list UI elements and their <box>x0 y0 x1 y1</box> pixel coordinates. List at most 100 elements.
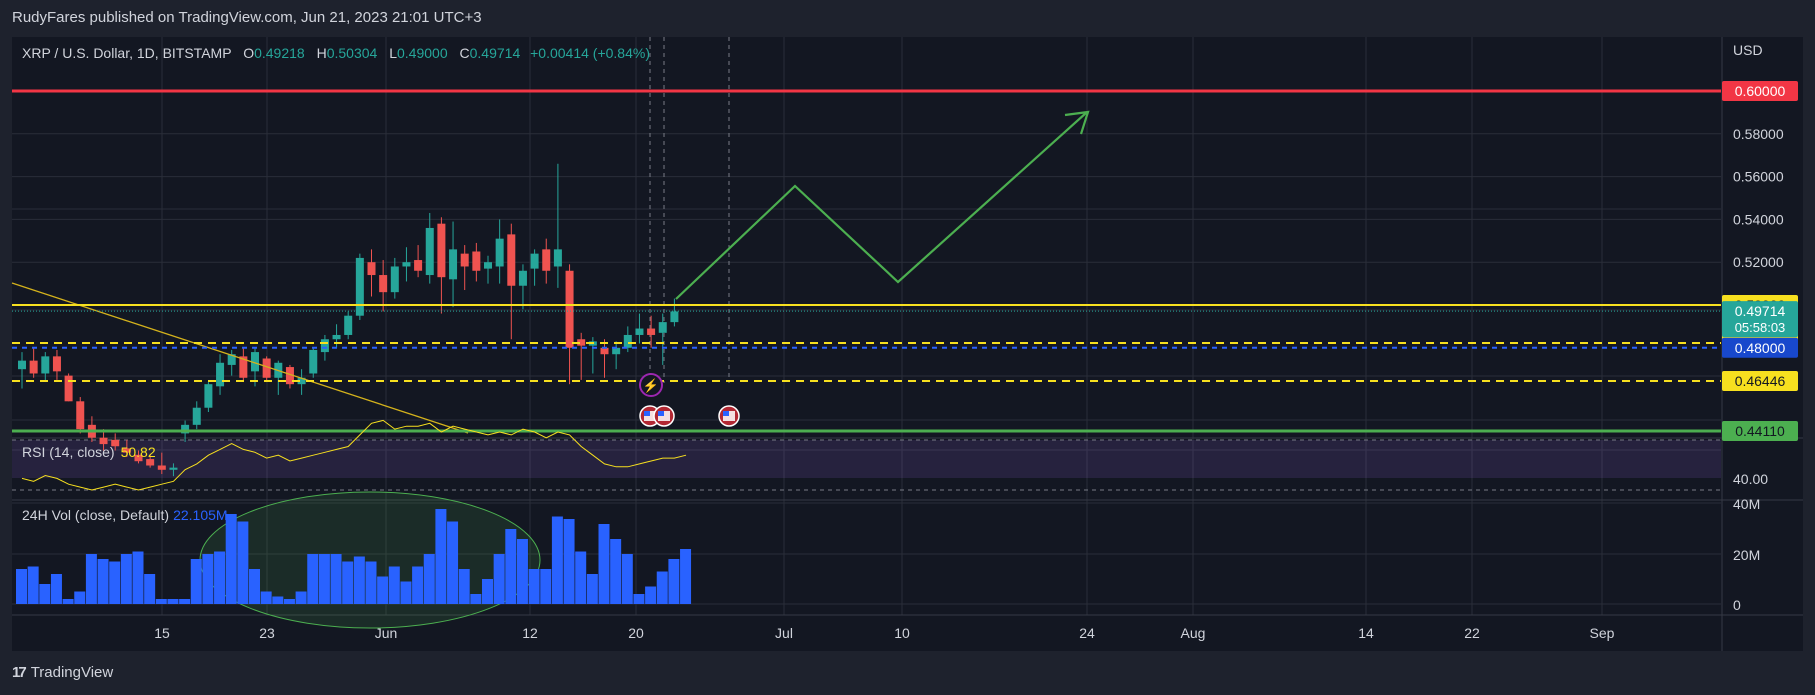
candle-body <box>181 424 190 434</box>
descending-trendline <box>11 282 469 434</box>
volume-bar <box>365 561 377 604</box>
volume-bar <box>225 514 237 604</box>
y-tick-label: 0.54000 <box>1733 211 1784 227</box>
volume-tick-0: 0 <box>1733 597 1741 613</box>
volume-bar <box>435 509 447 604</box>
volume-bar <box>202 554 214 604</box>
volume-bar <box>85 554 97 604</box>
volume-bar <box>342 561 354 604</box>
candle-body <box>344 315 353 335</box>
candle-body <box>623 334 632 348</box>
candle-body <box>332 334 341 340</box>
volume-bar <box>388 566 400 604</box>
volume-bar <box>423 554 435 604</box>
change-value: +0.00414 (+0.84%) <box>530 45 650 61</box>
volume-bar <box>551 516 563 604</box>
low-value: 0.49000 <box>397 45 448 61</box>
candle-body <box>320 339 329 353</box>
currency-label: USD <box>1733 42 1763 58</box>
y-tick-label: 0.52000 <box>1733 254 1784 270</box>
candle-body <box>204 384 213 408</box>
volume-bar <box>214 551 226 604</box>
open-value: 0.49218 <box>254 45 305 61</box>
close-label: C <box>459 45 470 61</box>
footer-brand[interactable]: 17 TradingView <box>12 664 113 681</box>
candle-body <box>41 356 50 374</box>
y-tick-label: 0.58000 <box>1733 126 1784 142</box>
volume-bar <box>575 551 587 604</box>
volume-bar <box>144 574 156 604</box>
volume-bar <box>260 591 272 604</box>
lightning-event-icon <box>639 373 663 397</box>
price-tag-bg <box>1722 421 1798 442</box>
x-tick-label: Jun <box>375 625 398 641</box>
volume-bar <box>330 554 342 604</box>
volume-bar <box>272 596 284 604</box>
candle-body <box>577 339 586 346</box>
candle-body <box>612 347 621 355</box>
volume-bar <box>283 599 295 604</box>
rsi-band <box>12 440 1721 478</box>
volume-label: 24H Vol (close, Default) <box>22 507 170 523</box>
volume-bar <box>155 599 167 604</box>
candle-body <box>251 352 259 372</box>
open-label: O <box>243 45 255 61</box>
last-price-tag-bg <box>1722 301 1798 338</box>
candle-body <box>262 358 271 378</box>
price-tag-bg <box>1722 371 1798 392</box>
candle-body <box>239 356 248 378</box>
volume-bar <box>109 561 121 604</box>
x-tick-label: 10 <box>894 625 910 641</box>
candle-body <box>553 249 562 267</box>
candle-body <box>518 270 527 286</box>
candle-body <box>216 362 225 387</box>
candle-body <box>64 375 73 402</box>
candle-body <box>495 238 504 267</box>
candle-body <box>507 234 516 286</box>
volume-bar <box>27 566 39 604</box>
candle-body <box>309 349 318 374</box>
candle-body <box>367 262 376 276</box>
price-tag-label: 0.60000 <box>1735 83 1786 99</box>
volume-bar <box>598 524 610 604</box>
candle-body <box>122 448 131 453</box>
volume-tick-40m: 40M <box>1733 496 1761 512</box>
candle-body <box>472 251 481 271</box>
price-tag-bg <box>1722 337 1798 358</box>
x-tick-label: 14 <box>1358 625 1374 641</box>
x-tick-label: 23 <box>259 625 275 641</box>
candle-body <box>530 253 539 269</box>
high-value: 0.50304 <box>326 45 378 61</box>
candle-body <box>635 328 644 335</box>
candle-body <box>297 377 306 385</box>
volume-bar <box>447 521 459 604</box>
price-tag-label: 0.48000 <box>1735 340 1786 356</box>
volume-bar <box>16 569 27 604</box>
candle-body <box>437 223 446 278</box>
candle-body <box>355 257 364 316</box>
symbol-title: XRP / U.S. Dollar, 1D, BITSTAMP <box>22 45 232 61</box>
volume-bar <box>179 599 191 604</box>
x-tick-label: 24 <box>1079 625 1095 641</box>
candle-body <box>460 253 469 267</box>
candle-body <box>414 260 423 271</box>
tradingview-logo-icon: 17 <box>12 664 27 681</box>
lightning-glyph: ⚡ <box>643 378 659 394</box>
candle-body <box>647 328 656 335</box>
countdown-label: 05:58:03 <box>1735 320 1786 335</box>
projection-arrowhead <box>1064 110 1090 135</box>
volume-bar <box>645 586 657 604</box>
price-tag-bg <box>1722 81 1798 101</box>
high-label: H <box>316 45 327 61</box>
volume-tick-20m: 20M <box>1733 547 1761 563</box>
volume-value: 22.105M <box>173 507 228 523</box>
candle-body <box>111 439 120 447</box>
volume-bar <box>377 576 389 604</box>
price-tag-label: 0.44110 <box>1735 423 1785 439</box>
volume-bar <box>680 549 692 604</box>
x-tick-label: Jul <box>775 625 793 641</box>
volume-bar <box>528 569 540 604</box>
volume-bar <box>482 579 493 604</box>
us-flag-event-icon <box>644 411 650 416</box>
